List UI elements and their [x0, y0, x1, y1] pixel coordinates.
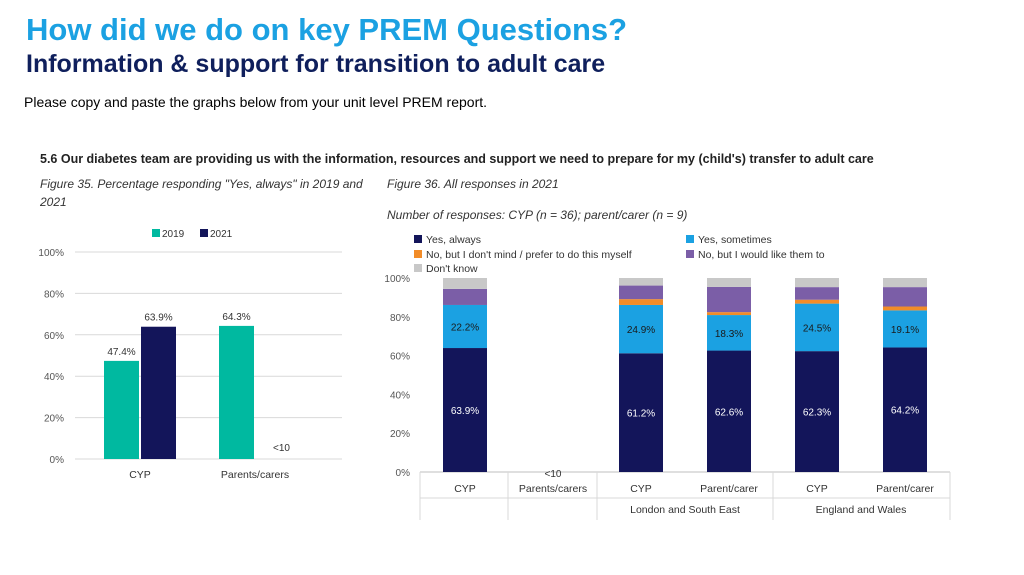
segment-value-label: 19.1% [891, 325, 919, 336]
stacked-bar-segment [795, 278, 839, 288]
stacked-bar-segment [795, 299, 839, 304]
segment-value-label: 18.3% [715, 329, 743, 340]
legend-label: Don't know [426, 263, 478, 275]
stacked-bar-segment [883, 287, 927, 307]
x-category-label: Parent/carer [700, 483, 758, 495]
x-category-label: Parents/carers [221, 469, 289, 481]
x-category-label: CYP [454, 483, 476, 495]
legend-label: Yes, sometimes [698, 234, 772, 246]
stacked-bar-segment [883, 310, 927, 348]
segment-value-label: 63.9% [451, 406, 479, 417]
stacked-bar-segment [795, 351, 839, 472]
x-category-label: CYP [630, 483, 652, 495]
stacked-bar-segment [619, 299, 663, 305]
y-tick-label: 60% [390, 352, 410, 363]
section-heading: 5.6 Our diabetes team are providing us w… [40, 152, 874, 166]
y-tick-label: 80% [390, 313, 410, 324]
bar-value-label: 47.4% [107, 347, 135, 358]
x-category-label: CYP [129, 469, 151, 481]
segment-value-label: 62.3% [803, 408, 831, 419]
suppressed-label: <10 [545, 469, 562, 480]
stacked-bar-segment [707, 286, 751, 313]
y-tick-label: 100% [384, 274, 410, 285]
legend-swatch [414, 264, 422, 272]
stacked-bar-segment [619, 285, 663, 300]
stacked-bar-segment [443, 288, 487, 305]
x-category-label: Parent/carer [876, 483, 934, 495]
y-tick-label: 20% [44, 414, 64, 425]
segment-value-label: 64.2% [891, 406, 919, 417]
segment-value-label: 62.6% [715, 407, 743, 418]
segment-value-label: 22.2% [451, 323, 479, 334]
stacked-bar-segment [619, 304, 663, 354]
y-tick-label: 20% [390, 429, 410, 440]
y-tick-label: 0% [396, 468, 411, 479]
legend-label: Yes, always [426, 234, 481, 246]
stacked-bar-segment [883, 347, 927, 472]
stacked-bar-segment [707, 350, 751, 472]
y-tick-label: 80% [44, 289, 64, 300]
stacked-bar-segment [883, 306, 927, 311]
stacked-bar-segment [707, 278, 751, 287]
figure-36-response-count: Number of responses: CYP (n = 36); paren… [387, 208, 688, 222]
x-category-label: CYP [806, 483, 828, 495]
y-tick-label: 40% [44, 372, 64, 383]
stacked-bar-segment [707, 312, 751, 316]
segment-value-label: 24.5% [803, 323, 831, 334]
figure-36-caption: Figure 36. All responses in 2021 [387, 177, 559, 191]
bar [104, 360, 139, 459]
figure-35-caption: Figure 35. Percentage responding "Yes, a… [40, 177, 363, 209]
y-tick-label: 100% [38, 248, 64, 259]
legend-swatch [200, 229, 208, 237]
page-subtitle: Information & support for transition to … [26, 50, 606, 78]
y-tick-label: 40% [390, 390, 410, 401]
legend-label: 2019 [162, 229, 185, 240]
instruction-text: Please copy and paste the graphs below f… [24, 94, 488, 110]
bar [141, 326, 176, 459]
stacked-bar-segment [443, 348, 487, 472]
x-category-label: Parents/carers [519, 483, 587, 495]
stacked-bar-segment [883, 278, 927, 288]
stacked-bar-segment [443, 304, 487, 349]
stacked-bar-segment [707, 315, 751, 351]
legend-label: No, but I don't mind / prefer to do this… [426, 249, 632, 261]
page-title: How did we do on key PREM Questions? [26, 12, 628, 47]
legend-swatch [686, 250, 694, 258]
stacked-bar-segment [619, 353, 663, 472]
legend-label: No, but I would like them to [698, 249, 825, 261]
group-label: London and South East [630, 504, 740, 516]
legend-swatch [152, 229, 160, 237]
suppressed-label: <10 [273, 443, 290, 454]
bar-value-label: 63.9% [144, 313, 172, 324]
stacked-bar-segment [795, 287, 839, 300]
bar [219, 325, 254, 459]
stacked-bar-segment [795, 303, 839, 352]
group-label: England and Wales [816, 504, 907, 516]
legend-swatch [686, 235, 694, 243]
legend-swatch [414, 235, 422, 243]
y-tick-label: 60% [44, 331, 64, 342]
legend-label: 2021 [210, 229, 233, 240]
segment-value-label: 61.2% [627, 409, 655, 420]
stacked-bar-segment [443, 278, 487, 289]
y-tick-label: 0% [50, 455, 65, 466]
bar-value-label: 64.3% [222, 312, 250, 323]
stacked-bar-segment [619, 278, 663, 286]
legend-swatch [414, 250, 422, 258]
segment-value-label: 24.9% [627, 325, 655, 336]
